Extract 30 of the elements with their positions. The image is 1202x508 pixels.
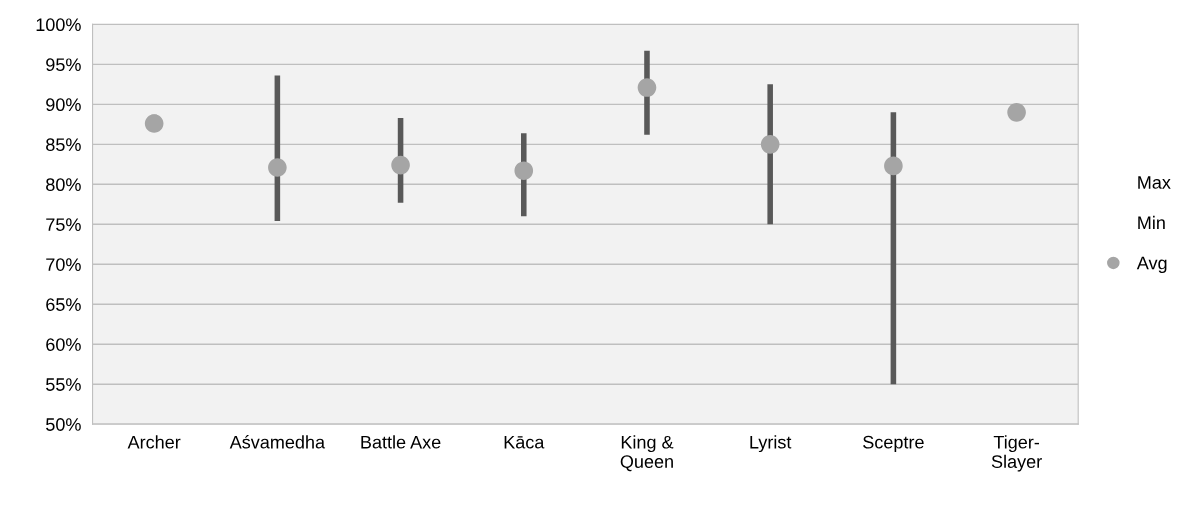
- x-tick-label: Battle Axe: [361, 435, 441, 449]
- text: Min: [1138, 215, 1165, 229]
- point: [760, 135, 780, 154]
- y-tick-label: 85%: [46, 138, 81, 152]
- y-tick-label: 65%: [46, 298, 81, 311]
- y-tick-label: 60%: [46, 338, 81, 351]
- point: [884, 156, 903, 176]
- y-tick-label: 90%: [46, 98, 81, 112]
- x-tick-label: Tiger- Slayer: [991, 435, 1042, 472]
- y-tick-label: 80%: [46, 178, 81, 192]
- y-tick-label: 50%: [46, 418, 81, 431]
- point: [514, 161, 534, 181]
- x-tick-label: Sceptre: [863, 435, 924, 453]
- y-tick-label: 95%: [46, 58, 81, 72]
- x-tick-label: Archer: [127, 435, 181, 449]
- point: [391, 155, 410, 175]
- legend-label: Avg: [1136, 256, 1167, 273]
- y-tick-label: 75%: [46, 218, 81, 231]
- text: Max: [1138, 176, 1171, 189]
- y-tick-label: 100%: [36, 18, 81, 32]
- y-tick-label: 55%: [46, 378, 81, 391]
- point: [637, 78, 657, 97]
- point: [1007, 103, 1026, 122]
- y-tick-label: 70%: [46, 258, 81, 271]
- x-tick-label: Kāca: [504, 435, 545, 449]
- point: [268, 158, 287, 177]
- x-tick-label: King & Queen: [620, 435, 674, 472]
- x-tick-label: Aśvamedha: [229, 435, 326, 449]
- point: [144, 114, 164, 133]
- x-tick-label: Lyrist: [750, 435, 792, 453]
